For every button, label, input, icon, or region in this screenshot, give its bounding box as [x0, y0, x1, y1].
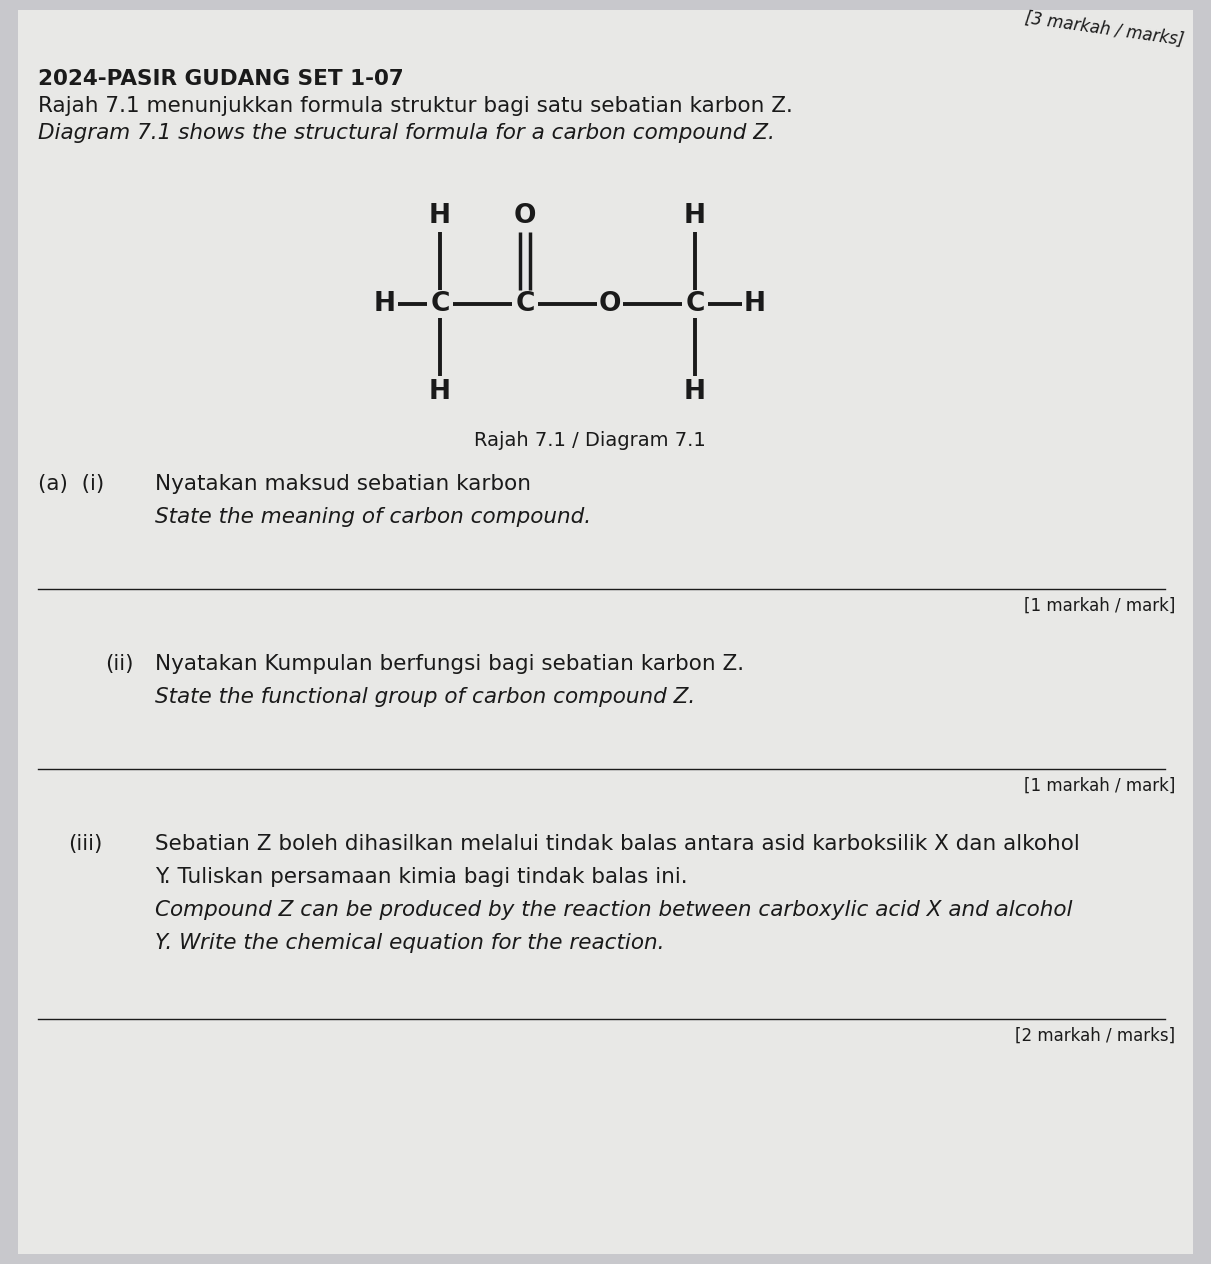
Text: State the functional group of carbon compound Z.: State the functional group of carbon com…: [155, 688, 695, 707]
Text: Rajah 7.1 menunjukkan formula struktur bagi satu sebatian karbon Z.: Rajah 7.1 menunjukkan formula struktur b…: [38, 96, 793, 116]
Text: Y. Tuliskan persamaan kimia bagi tindak balas ini.: Y. Tuliskan persamaan kimia bagi tindak …: [155, 867, 688, 887]
Text: H: H: [744, 291, 767, 317]
Text: Sebatian Z boleh dihasilkan melalui tindak balas antara asid karboksilik X dan a: Sebatian Z boleh dihasilkan melalui tind…: [155, 834, 1080, 854]
Text: O: O: [598, 291, 621, 317]
Text: [3 markah / marks]: [3 markah / marks]: [1023, 9, 1186, 49]
Text: C: C: [430, 291, 449, 317]
Text: [2 markah / marks]: [2 markah / marks]: [1015, 1026, 1175, 1045]
Text: [1 markah / mark]: [1 markah / mark]: [1023, 777, 1175, 795]
Text: Y. Write the chemical equation for the reaction.: Y. Write the chemical equation for the r…: [155, 933, 665, 953]
Text: H: H: [684, 379, 706, 404]
Text: C: C: [685, 291, 705, 317]
Text: O: O: [513, 204, 536, 229]
Text: State the meaning of carbon compound.: State the meaning of carbon compound.: [155, 507, 591, 527]
Text: Rajah 7.1 / Diagram 7.1: Rajah 7.1 / Diagram 7.1: [475, 431, 706, 450]
Text: (ii): (ii): [105, 653, 133, 674]
Text: 2024-PASIR GUDANG SET 1-07: 2024-PASIR GUDANG SET 1-07: [38, 70, 403, 88]
Text: Nyatakan Kumpulan berfungsi bagi sebatian karbon Z.: Nyatakan Kumpulan berfungsi bagi sebatia…: [155, 653, 744, 674]
Text: (iii): (iii): [68, 834, 103, 854]
Text: H: H: [684, 204, 706, 229]
Text: H: H: [374, 291, 396, 317]
Text: H: H: [429, 204, 450, 229]
Text: (a)  (i): (a) (i): [38, 474, 104, 494]
Text: Nyatakan maksud sebatian karbon: Nyatakan maksud sebatian karbon: [155, 474, 530, 494]
Text: H: H: [429, 379, 450, 404]
Text: Diagram 7.1 shows the structural formula for a carbon compound Z.: Diagram 7.1 shows the structural formula…: [38, 123, 775, 143]
Text: [1 markah / mark]: [1 markah / mark]: [1023, 597, 1175, 616]
Text: C: C: [516, 291, 535, 317]
Text: Compound Z can be produced by the reaction between carboxylic acid X and alcohol: Compound Z can be produced by the reacti…: [155, 900, 1073, 920]
